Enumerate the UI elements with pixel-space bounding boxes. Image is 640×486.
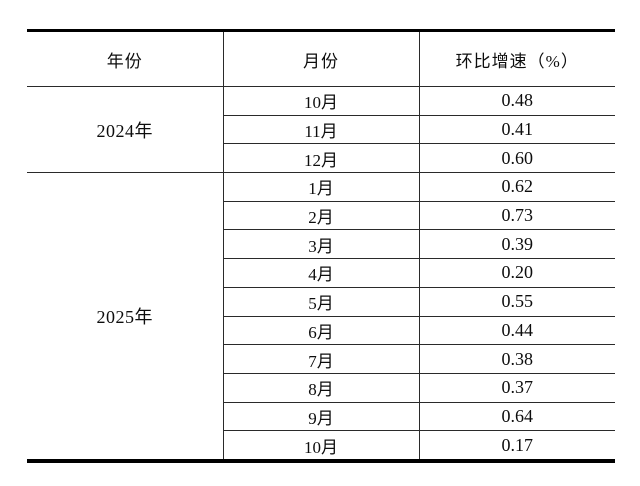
value-cell: 0.62 — [418, 172, 615, 202]
value-cell: 0.60 — [418, 143, 615, 174]
growth-rate-table: 年份 月份 环比增速（%） 2024年 10月 0.48 11月 0.41 12… — [27, 29, 615, 463]
year-cell-2024: 2024年 — [27, 85, 224, 174]
header-month: 月份 — [222, 30, 420, 87]
table-row: 6月 0.44 — [27, 315, 615, 346]
table-row: 12月 0.60 — [27, 143, 615, 174]
value-cell: 0.41 — [418, 114, 615, 145]
month-cell: 9月 — [223, 401, 420, 432]
table-row: 9月 0.64 — [27, 401, 615, 432]
growth-rate-table-container: 年份 月份 环比增速（%） 2024年 10月 0.48 11月 0.41 12… — [27, 29, 615, 463]
header-growth: 环比增速（%） — [418, 30, 615, 87]
month-cell: 10月 — [222, 86, 420, 116]
month-cell: 10月 — [223, 430, 420, 462]
value-cell: 0.20 — [418, 258, 615, 288]
month-cell: 6月 — [223, 315, 420, 346]
month-cell: 1月 — [222, 172, 420, 202]
value-cell: 0.44 — [418, 315, 615, 346]
table-row: 7月 0.38 — [27, 344, 615, 374]
month-cell: 2月 — [223, 200, 420, 231]
value-cell: 0.73 — [418, 200, 615, 231]
table-row: 2025年 1月 0.62 — [27, 172, 615, 462]
month-cell: 5月 — [223, 286, 420, 317]
table-row: 10月 0.17 — [27, 430, 615, 462]
value-cell: 0.48 — [418, 86, 615, 116]
table-row: 2024年 10月 0.48 — [27, 85, 615, 174]
month-cell: 4月 — [223, 258, 420, 288]
value-cell: 0.64 — [418, 401, 615, 432]
month-cell: 12月 — [223, 143, 420, 174]
month-cell: 11月 — [223, 114, 420, 145]
month-cell: 7月 — [223, 344, 420, 374]
year-cell-2025: 2025年 — [27, 172, 224, 462]
value-cell: 0.37 — [418, 372, 615, 403]
table-row: 5月 0.55 — [27, 286, 615, 317]
table-row: 3月 0.39 — [27, 229, 615, 260]
header-year: 年份 — [27, 30, 224, 87]
table-row: 8月 0.37 — [27, 372, 615, 403]
value-cell: 0.39 — [418, 229, 615, 260]
month-cell: 3月 — [223, 229, 420, 260]
value-cell: 0.55 — [418, 286, 615, 317]
header-row: 年份 月份 环比增速（%） — [27, 30, 615, 87]
month-cell: 8月 — [223, 372, 420, 403]
value-cell: 0.38 — [418, 344, 615, 374]
value-cell: 0.17 — [418, 430, 615, 462]
table-row: 11月 0.41 — [27, 114, 615, 145]
table-row: 4月 0.20 — [27, 258, 615, 288]
